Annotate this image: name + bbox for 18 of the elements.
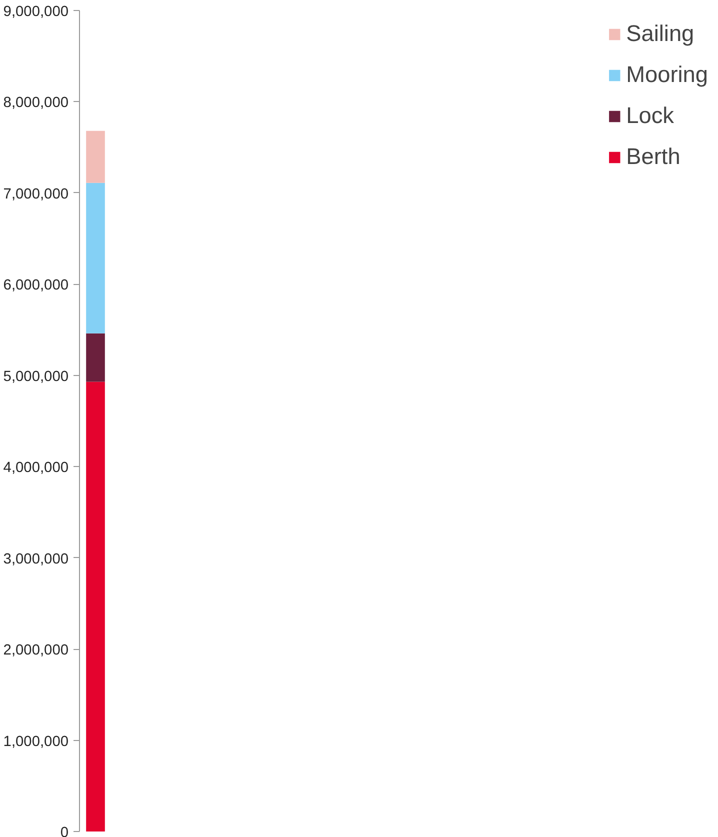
bar [86,130,105,183]
y-tick-label: 6,000,000 [3,278,68,294]
bar [86,333,105,382]
bar [86,182,105,334]
legend-label: Sailing [626,20,694,47]
legend-label: Mooring [626,61,708,88]
y-tick-label: 5,000,000 [3,368,68,385]
y-tick-label: 7,000,000 [3,186,68,202]
y-tick-label: 2,000,000 [3,642,68,659]
legend-label: Berth [626,143,680,170]
y-tick-label: 4,000,000 [3,460,68,476]
y-tick-label: 9,000,000 [3,4,68,20]
y-tick-label: 1,000,000 [3,734,68,750]
legend-label: Lock [626,102,674,129]
y-tick-label: 0 [60,825,69,837]
y-tick-label: 3,000,000 [3,551,68,568]
y-tick-label: 8,000,000 [3,95,68,112]
bar [86,382,105,832]
